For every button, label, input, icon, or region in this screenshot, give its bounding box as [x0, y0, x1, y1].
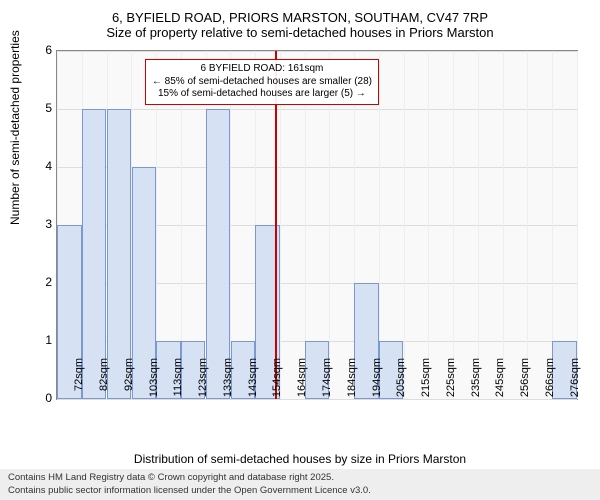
footer-line-1: Contains HM Land Registry data © Crown c…: [8, 472, 592, 484]
annotation-line-1: 6 BYFIELD ROAD: 161sqm: [152, 63, 372, 76]
annotation-line-2: ← 85% of semi-detached houses are smalle…: [152, 76, 372, 89]
x-tick-label: 225sqm: [445, 358, 457, 404]
y-tick-label: 5: [32, 101, 52, 115]
x-tick-label: 205sqm: [395, 358, 407, 404]
chart-container: 6, BYFIELD ROAD, PRIORS MARSTON, SOUTHAM…: [0, 0, 600, 500]
vgridline: [527, 51, 528, 399]
vgridline: [577, 51, 578, 399]
x-tick-label: 133sqm: [222, 358, 234, 404]
x-tick-label: 123sqm: [197, 358, 209, 404]
x-tick-label: 266sqm: [544, 358, 556, 404]
vgridline: [404, 51, 405, 399]
y-tick-label: 0: [32, 391, 52, 405]
y-axis-label: Number of semi-detached properties: [8, 30, 22, 225]
y-tick-label: 1: [32, 333, 52, 347]
x-tick-label: 164sqm: [296, 358, 308, 404]
x-tick-label: 154sqm: [271, 358, 283, 404]
x-tick-label: 72sqm: [73, 358, 85, 404]
x-tick-label: 103sqm: [148, 358, 160, 404]
y-tick-label: 3: [32, 217, 52, 231]
y-tick-label: 6: [32, 43, 52, 57]
bar: [107, 109, 131, 399]
annotation-line-3: 15% of semi-detached houses are larger (…: [152, 88, 372, 101]
title-line-2: Size of property relative to semi-detach…: [0, 25, 600, 40]
y-tick-label: 2: [32, 275, 52, 289]
x-tick-label: 245sqm: [494, 358, 506, 404]
x-tick-label: 113sqm: [172, 358, 184, 404]
x-tick-label: 276sqm: [569, 358, 581, 404]
title-line-1: 6, BYFIELD ROAD, PRIORS MARSTON, SOUTHAM…: [0, 0, 600, 25]
plot-area: 6 BYFIELD ROAD: 161sqm ← 85% of semi-det…: [56, 50, 578, 400]
footer-line-2: Contains public sector information licen…: [8, 485, 592, 497]
vgridline: [503, 51, 504, 399]
x-tick-label: 194sqm: [371, 358, 383, 404]
x-tick-label: 92sqm: [123, 358, 135, 404]
hgridline: [57, 109, 577, 110]
x-tick-label: 184sqm: [346, 358, 358, 404]
bar: [206, 109, 230, 399]
x-tick-label: 235sqm: [470, 358, 482, 404]
annotation-box: 6 BYFIELD ROAD: 161sqm ← 85% of semi-det…: [145, 59, 379, 105]
x-tick-label: 256sqm: [519, 358, 531, 404]
x-tick-label: 215sqm: [420, 358, 432, 404]
vgridline: [478, 51, 479, 399]
bar: [82, 109, 106, 399]
footer-attribution: Contains HM Land Registry data © Crown c…: [0, 469, 600, 500]
x-tick-label: 82sqm: [98, 358, 110, 404]
x-tick-label: 143sqm: [247, 358, 259, 404]
x-axis-label: Distribution of semi-detached houses by …: [0, 452, 600, 466]
x-tick-label: 174sqm: [321, 358, 333, 404]
vgridline: [453, 51, 454, 399]
y-tick-label: 4: [32, 159, 52, 173]
vgridline: [428, 51, 429, 399]
hgridline: [57, 51, 577, 52]
